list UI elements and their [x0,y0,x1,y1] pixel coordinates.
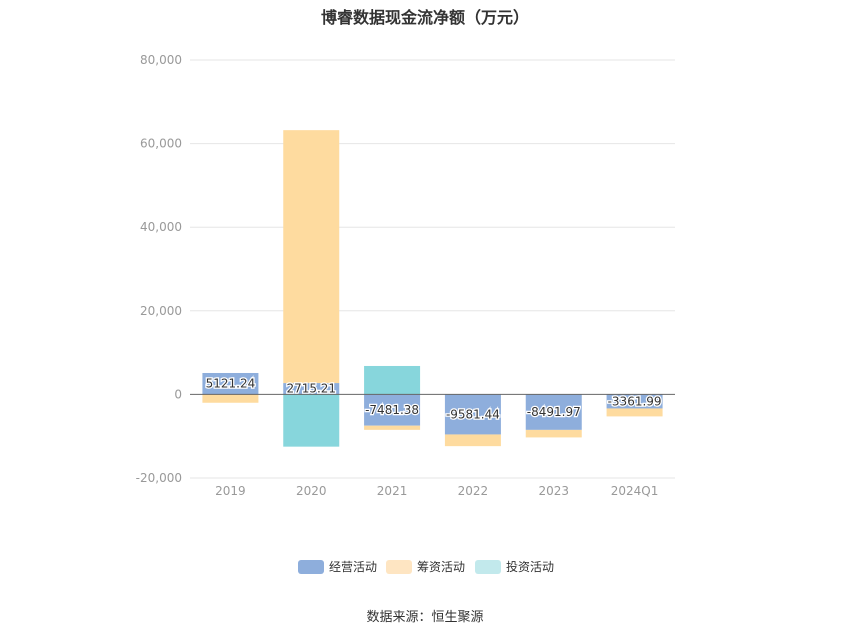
y-tick-label: 40,000 [140,220,182,234]
data-source: 数据来源：恒生聚源 [366,610,484,625]
x-tick-label: 2020 [296,484,327,498]
legend-label: 投资活动 [506,559,554,574]
y-tick-label: 20,000 [140,304,182,318]
data-labels: 5121.24 2715.21 -7481.38 -9581.44 -8491.97 -3… [204,375,662,422]
x-tick-label: 2019 [215,484,246,498]
legend-swatch [475,560,501,574]
x-tick-label: 2021 [377,484,408,498]
x-tick-label: 2022 [458,484,489,498]
legend-label: 经营活动 [329,560,377,574]
bar-2024Q1-series-0 [606,394,663,409]
bar-2022-series-0 [444,394,501,435]
x-tick-label: 2024Q1 [611,484,659,498]
bar-2019-series-1 [202,394,259,403]
x-tick-label: 2023 [538,484,569,498]
data-label: 2715.21 [286,382,336,396]
chart-title: 博睿数据现金流净额（万元） [320,8,529,27]
legend: 经营活动 筹资活动 投资活动 [298,559,554,574]
y-tick-label: -20,000 [136,471,182,485]
y-tick-label: 60,000 [140,137,182,151]
bar-2023-series-1 [525,429,582,438]
y-tick-label: 80,000 [140,53,182,67]
data-label: 5121.24 [206,377,256,391]
bar-2024Q1-series-1 [606,408,663,417]
bar-2023-series-0 [525,394,582,430]
bar-2020-series-0 [283,383,340,395]
bars [202,130,663,447]
data-label: -3361.99 [608,394,662,408]
bar-2022-series-1 [444,434,501,447]
data-label: -8491.97 [527,405,581,419]
y-axis: 80,000 60,000 40,000 20,000 0 -20,000 [136,53,182,485]
bar-2019-series-0 [202,372,259,395]
legend-label: 筹资活动 [417,560,465,574]
legend-swatch [386,560,412,574]
bar-2021-series-2 [364,365,421,395]
legend-swatch [298,560,324,574]
y-tick-label: 0 [174,387,182,401]
data-label: -9581.44 [446,407,500,421]
bar-2021-series-1 [364,425,421,430]
data-label: -7481.38 [365,403,419,417]
bar-2020-series-1 [283,130,340,384]
grid-lines [190,59,675,479]
bar-2020-series-2 [283,394,340,447]
bar-2021-series-0 [364,394,421,426]
x-axis: 2019 2020 2021 2022 2023 2024Q1 [215,484,658,498]
